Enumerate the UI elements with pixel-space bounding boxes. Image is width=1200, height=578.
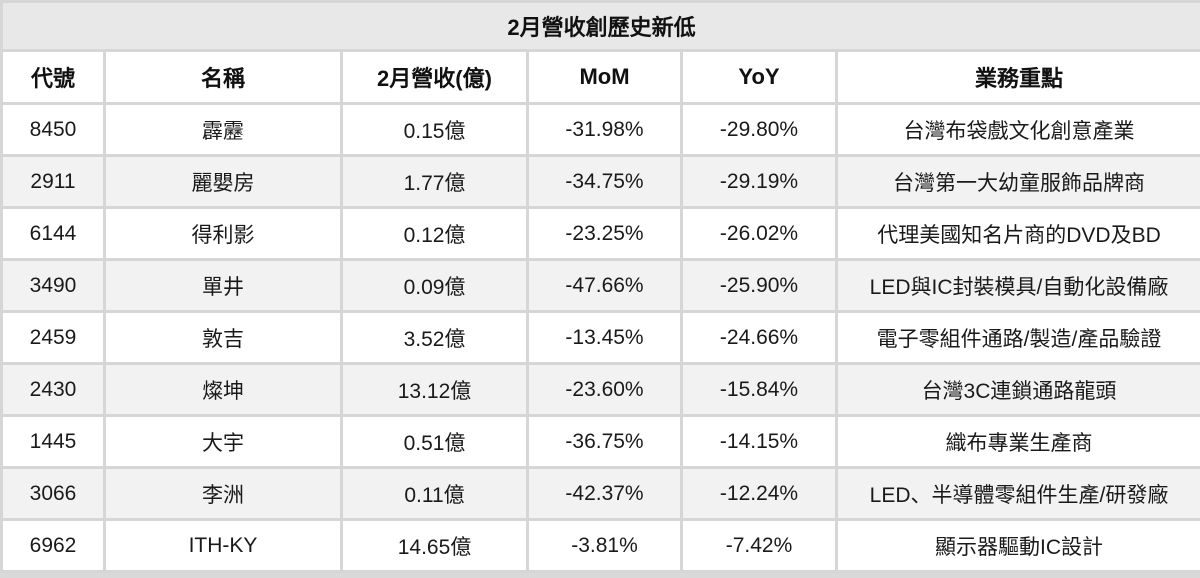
cell-mom: -36.75% [526, 414, 683, 469]
cell-code: 3490 [0, 258, 106, 313]
cell-revenue: 0.12億 [340, 206, 529, 261]
cell-yoy: -7.42% [680, 518, 838, 573]
table-row: 2911 麗嬰房 1.77億 -34.75% -29.19% 台灣第一大幼童服飾… [0, 154, 1200, 209]
cell-revenue: 14.65億 [340, 518, 529, 573]
cell-revenue: 1.77億 [340, 154, 529, 209]
cell-name: 霹靂 [103, 102, 343, 157]
cell-focus: 台灣布袋戲文化創意產業 [835, 102, 1200, 157]
cell-mom: -47.66% [526, 258, 683, 313]
cell-revenue: 0.15億 [340, 102, 529, 157]
cell-code: 2430 [0, 362, 106, 417]
table-row: 8450 霹靂 0.15億 -31.98% -29.80% 台灣布袋戲文化創意產… [0, 102, 1200, 157]
cell-name: 麗嬰房 [103, 154, 343, 209]
cell-mom: -31.98% [526, 102, 683, 157]
cell-code: 2911 [0, 154, 106, 209]
cell-focus: 台灣3C連鎖通路龍頭 [835, 362, 1200, 417]
cell-mom: -3.81% [526, 518, 683, 573]
table-row: 3490 單井 0.09億 -47.66% -25.90% LED與IC封裝模具… [0, 258, 1200, 313]
cell-code: 1445 [0, 414, 106, 469]
cell-revenue: 3.52億 [340, 310, 529, 365]
cell-yoy: -24.66% [680, 310, 838, 365]
cell-name: 燦坤 [103, 362, 343, 417]
cell-yoy: -29.19% [680, 154, 838, 209]
header-mom: MoM [526, 49, 683, 105]
cell-yoy: -12.24% [680, 466, 838, 521]
cell-yoy: -25.90% [680, 258, 838, 313]
cell-name: 單井 [103, 258, 343, 313]
table-row: 1445 大宇 0.51億 -36.75% -14.15% 織布專業生產商 [0, 414, 1200, 469]
cell-revenue: 0.11億 [340, 466, 529, 521]
cell-mom: -42.37% [526, 466, 683, 521]
header-name: 名稱 [103, 49, 343, 105]
cell-focus: 台灣第一大幼童服飾品牌商 [835, 154, 1200, 209]
cell-mom: -34.75% [526, 154, 683, 209]
cell-name: 敦吉 [103, 310, 343, 365]
cell-focus: LED與IC封裝模具/自動化設備廠 [835, 258, 1200, 313]
cell-focus: 電子零組件通路/製造/產品驗證 [835, 310, 1200, 365]
header-yoy: YoY [680, 49, 838, 105]
cell-yoy: -26.02% [680, 206, 838, 261]
header-code: 代號 [0, 49, 106, 105]
cell-code: 6962 [0, 518, 106, 573]
header-revenue: 2月營收(億) [340, 49, 529, 105]
table-row: 3066 李洲 0.11億 -42.37% -12.24% LED、半導體零組件… [0, 466, 1200, 521]
table-title: 2月營收創歷史新低 [0, 0, 1200, 52]
cell-revenue: 0.51億 [340, 414, 529, 469]
cell-yoy: -29.80% [680, 102, 838, 157]
table-row: 6962 ITH-KY 14.65億 -3.81% -7.42% 顯示器驅動IC… [0, 518, 1200, 573]
table-row: 6144 得利影 0.12億 -23.25% -26.02% 代理美國知名片商的… [0, 206, 1200, 261]
cell-code: 2459 [0, 310, 106, 365]
cell-focus: 代理美國知名片商的DVD及BD [835, 206, 1200, 261]
cell-yoy: -14.15% [680, 414, 838, 469]
cell-name: ITH-KY [103, 518, 343, 573]
cell-revenue: 13.12億 [340, 362, 529, 417]
cell-focus: LED、半導體零組件生產/研發廠 [835, 466, 1200, 521]
cell-name: 大宇 [103, 414, 343, 469]
table-row: 2459 敦吉 3.52億 -13.45% -24.66% 電子零組件通路/製造… [0, 310, 1200, 365]
cell-code: 8450 [0, 102, 106, 157]
cell-focus: 顯示器驅動IC設計 [835, 518, 1200, 573]
table-body: 8450 霹靂 0.15億 -31.98% -29.80% 台灣布袋戲文化創意產… [0, 102, 1200, 573]
header-focus: 業務重點 [835, 49, 1200, 105]
cell-name: 李洲 [103, 466, 343, 521]
cell-mom: -23.60% [526, 362, 683, 417]
cell-name: 得利影 [103, 206, 343, 261]
cell-mom: -13.45% [526, 310, 683, 365]
cell-yoy: -15.84% [680, 362, 838, 417]
table-row: 2430 燦坤 13.12億 -23.60% -15.84% 台灣3C連鎖通路龍… [0, 362, 1200, 417]
cell-code: 6144 [0, 206, 106, 261]
cell-revenue: 0.09億 [340, 258, 529, 313]
table-header-row: 代號 名稱 2月營收(億) MoM YoY 業務重點 [0, 49, 1200, 105]
cell-mom: -23.25% [526, 206, 683, 261]
cell-code: 3066 [0, 466, 106, 521]
table-title-row: 2月營收創歷史新低 [0, 0, 1200, 52]
cell-focus: 織布專業生產商 [835, 414, 1200, 469]
